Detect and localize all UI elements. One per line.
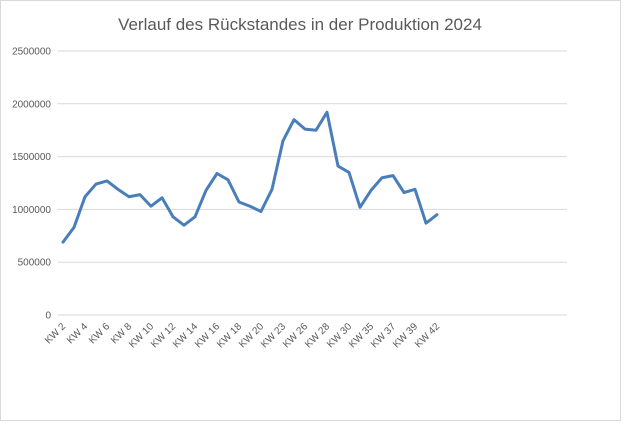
y-tick-label: 500000 xyxy=(18,258,52,269)
y-tick-label: 0 xyxy=(45,311,51,322)
data-line xyxy=(61,110,439,244)
y-tick-label: 2000000 xyxy=(12,99,51,110)
y-tick-label: 1500000 xyxy=(12,152,51,163)
y-tick-label: 1000000 xyxy=(12,205,51,216)
y-tick-label: 2500000 xyxy=(12,47,51,58)
chart-title: Verlauf des Rückstandes in der Produktio… xyxy=(118,15,482,34)
